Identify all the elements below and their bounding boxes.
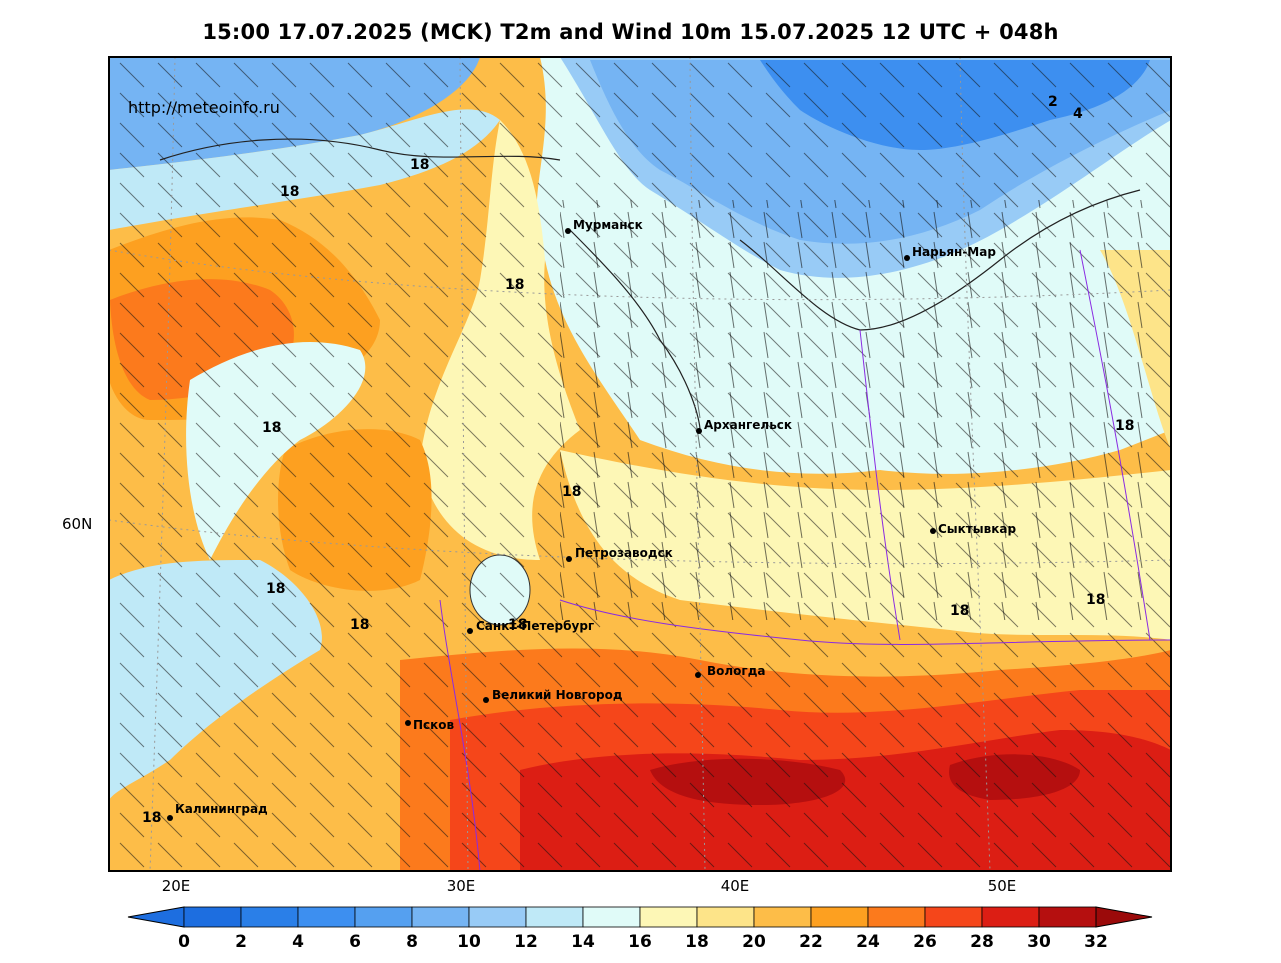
lon-label: 30E bbox=[446, 877, 476, 895]
lat-label: 60N bbox=[62, 515, 93, 533]
contour-label: 4 bbox=[1073, 106, 1083, 122]
colorbar-under-arrow bbox=[127, 906, 185, 928]
contour-label: 18 bbox=[262, 420, 281, 436]
colorbar-swatch bbox=[411, 906, 470, 928]
map-fields bbox=[109, 57, 1171, 871]
colorbar-swatch bbox=[810, 906, 869, 928]
contour-label: 2 bbox=[1048, 94, 1058, 110]
colorbar-swatch bbox=[582, 906, 641, 928]
city-label: Санкт-Петербург bbox=[476, 619, 594, 633]
city-dot bbox=[566, 556, 572, 562]
lon-label: 40E bbox=[720, 877, 750, 895]
city-label: Петрозаводск bbox=[575, 546, 673, 560]
contour-label: 18 bbox=[266, 581, 285, 597]
colorbar-tick-label: 12 bbox=[514, 932, 538, 952]
colorbar-swatch bbox=[297, 906, 356, 928]
colorbar-tick-label: 6 bbox=[349, 932, 361, 952]
city-label: Вологда bbox=[707, 664, 765, 678]
colorbar-tick-label: 20 bbox=[742, 932, 766, 952]
city-dot bbox=[930, 528, 936, 534]
colorbar-swatch bbox=[867, 906, 926, 928]
contour-label: 18 bbox=[1115, 418, 1134, 434]
contour-label: 18 bbox=[410, 157, 429, 173]
city-dot bbox=[695, 672, 701, 678]
city-dot bbox=[405, 720, 411, 726]
contour-label: 18 bbox=[1086, 592, 1105, 608]
city-dot bbox=[565, 228, 571, 234]
city-dot bbox=[696, 428, 702, 434]
city-label: Калининград bbox=[175, 802, 268, 816]
colorbar-swatch bbox=[354, 906, 413, 928]
map-title: 15:00 17.07.2025 (MCK) T2m and Wind 10m … bbox=[202, 20, 1059, 44]
colorbar-swatch bbox=[924, 906, 983, 928]
colorbar-swatch bbox=[753, 906, 812, 928]
colorbar-swatch bbox=[981, 906, 1040, 928]
colorbar-tick-label: 8 bbox=[406, 932, 418, 952]
city-label: Нарьян-Мар bbox=[912, 245, 996, 259]
colorbar-swatch bbox=[240, 906, 299, 928]
colorbar-over-arrow bbox=[1095, 906, 1153, 928]
colorbar-tick-label: 4 bbox=[292, 932, 304, 952]
colorbar-tick-label: 16 bbox=[628, 932, 652, 952]
colorbar-tick-label: 10 bbox=[457, 932, 481, 952]
contour-label: 18 bbox=[562, 484, 581, 500]
city-label: Сыктывкар bbox=[938, 522, 1016, 536]
colorbar-tick-label: 32 bbox=[1084, 932, 1108, 952]
colorbar-swatch bbox=[1038, 906, 1097, 928]
colorbar-tick-label: 22 bbox=[799, 932, 823, 952]
contour-label: 18 bbox=[508, 617, 527, 633]
colorbar-tick-label: 30 bbox=[1027, 932, 1051, 952]
city-dot bbox=[483, 697, 489, 703]
city-label: Великий Новгород bbox=[492, 688, 623, 702]
city-dot bbox=[904, 255, 910, 261]
colorbar-tick-label: 18 bbox=[685, 932, 709, 952]
colorbar-swatch bbox=[639, 906, 698, 928]
city-dot bbox=[467, 628, 473, 634]
colorbar-swatch bbox=[468, 906, 527, 928]
colorbar-tick-label: 0 bbox=[178, 932, 190, 952]
colorbar bbox=[127, 906, 1153, 928]
colorbar-swatch bbox=[525, 906, 584, 928]
city-label: Мурманск bbox=[573, 218, 643, 232]
contour-labels: 18 18 18 18 18 18 18 18 18 18 18 18 2 4 bbox=[142, 94, 1134, 826]
contour-label: 18 bbox=[505, 277, 524, 293]
city-label: Архангельск bbox=[704, 418, 792, 432]
colorbar-tick-label: 2 bbox=[235, 932, 247, 952]
colorbar-tick-label: 14 bbox=[571, 932, 595, 952]
lon-label: 20E bbox=[161, 877, 191, 895]
contour-label: 18 bbox=[950, 603, 969, 619]
contour-label: 18 bbox=[142, 810, 161, 826]
contour-label: 18 bbox=[280, 184, 299, 200]
watermark: http://meteoinfo.ru bbox=[128, 98, 280, 117]
city-markers: Мурманск Нарьян-Мар Архангельск Сыктывка… bbox=[167, 218, 1016, 821]
contour-label: 18 bbox=[350, 617, 369, 633]
colorbar-swatch bbox=[183, 906, 242, 928]
city-dot bbox=[167, 815, 173, 821]
colorbar-tick-label: 26 bbox=[913, 932, 937, 952]
city-label: Псков bbox=[413, 718, 455, 732]
lon-label: 50E bbox=[987, 877, 1017, 895]
colorbar-swatch bbox=[696, 906, 755, 928]
colorbar-tick-label: 24 bbox=[856, 932, 880, 952]
colorbar-tick-label: 28 bbox=[970, 932, 994, 952]
